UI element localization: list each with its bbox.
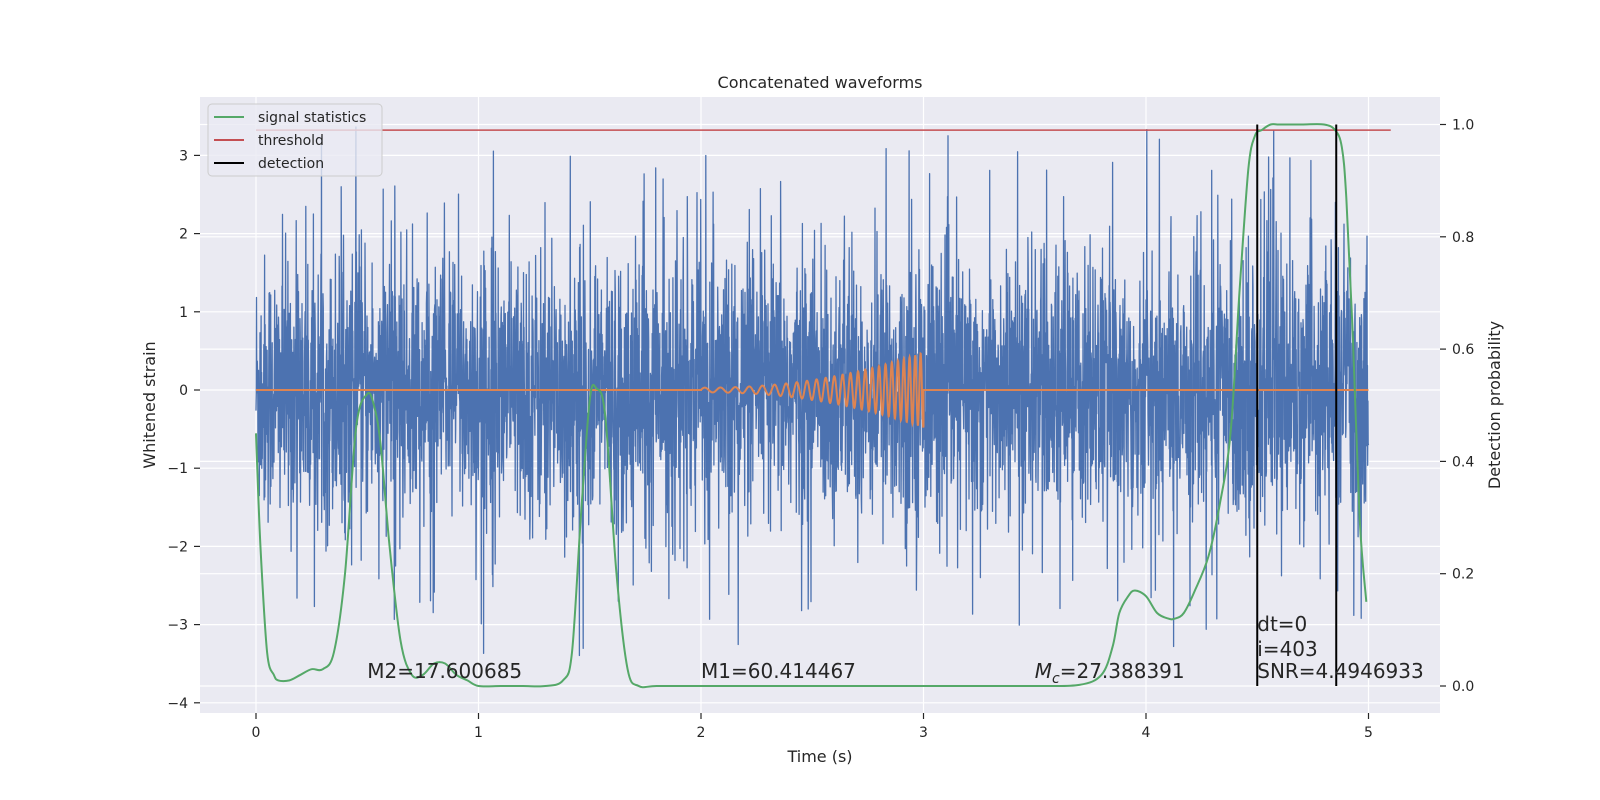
x-ticks: 0 1 2 3 4 5 xyxy=(252,713,1373,741)
x-axis-label: Time (s) xyxy=(786,747,852,766)
annotation-text: M1=60.414467 xyxy=(701,659,856,683)
annotation-text: i=403 xyxy=(1257,637,1318,661)
signal-statistics-series xyxy=(255,123,1368,689)
right-y-axis-label: Detection probability xyxy=(1485,321,1504,489)
left-y-tick-label: −2 xyxy=(167,539,188,555)
x-tick-label: 2 xyxy=(697,725,706,741)
left-y-tick-label: 2 xyxy=(179,227,188,243)
left-y-ticks: −4 −3 −2 −1 0 1 2 3 xyxy=(167,148,200,712)
signal-statistics-line xyxy=(255,123,1368,689)
template-chirp-series xyxy=(256,351,1369,428)
x-tick-label: 3 xyxy=(919,725,928,741)
legend-label: threshold xyxy=(258,133,324,149)
right-y-tick-label: 0.4 xyxy=(1452,454,1474,470)
x-tick-label: 1 xyxy=(474,725,483,741)
legend: signal statistics threshold detection xyxy=(207,103,383,177)
right-y-tick-label: 0.6 xyxy=(1452,342,1474,358)
left-y-axis-label: Whitened strain xyxy=(140,341,159,468)
left-y-tick-label: −1 xyxy=(167,461,188,477)
legend-label: signal statistics xyxy=(258,110,366,126)
strain-line xyxy=(255,126,1370,657)
left-y-tick-label: 0 xyxy=(179,383,188,399)
right-y-ticks: 0.0 0.2 0.4 0.6 0.8 1.0 xyxy=(1440,118,1474,695)
right-y-tick-label: 1.0 xyxy=(1452,118,1474,134)
chart-title: Concatenated waveforms xyxy=(718,73,923,92)
x-tick-label: 5 xyxy=(1364,725,1373,741)
whitened-strain-series xyxy=(255,126,1370,657)
left-y-tick-label: 3 xyxy=(179,148,188,164)
legend-label: detection xyxy=(258,156,324,172)
annotation-text: dt=0 xyxy=(1257,612,1307,636)
annotation-text: Mc=27.388391 xyxy=(1035,659,1185,687)
x-tick-label: 4 xyxy=(1142,725,1151,741)
left-y-tick-label: 1 xyxy=(179,305,188,321)
detection-lines xyxy=(1256,124,1338,686)
right-y-tick-label: 0.0 xyxy=(1452,679,1474,695)
annotation-text: M2=17.600685 xyxy=(367,659,522,683)
left-y-tick-label: −4 xyxy=(167,696,188,712)
right-y-tick-label: 0.8 xyxy=(1452,230,1474,246)
legend-box xyxy=(207,103,383,177)
template-line xyxy=(256,351,1369,428)
right-y-tick-label: 0.2 xyxy=(1452,567,1474,583)
x-tick-label: 0 xyxy=(252,725,261,741)
left-y-tick-label: −3 xyxy=(167,618,188,634)
annotations: M2=17.600685 M1=60.414467 Mc=27.388391 dt=0… xyxy=(367,612,1423,687)
annotation-text: SNR=4.4946933 xyxy=(1257,659,1423,683)
